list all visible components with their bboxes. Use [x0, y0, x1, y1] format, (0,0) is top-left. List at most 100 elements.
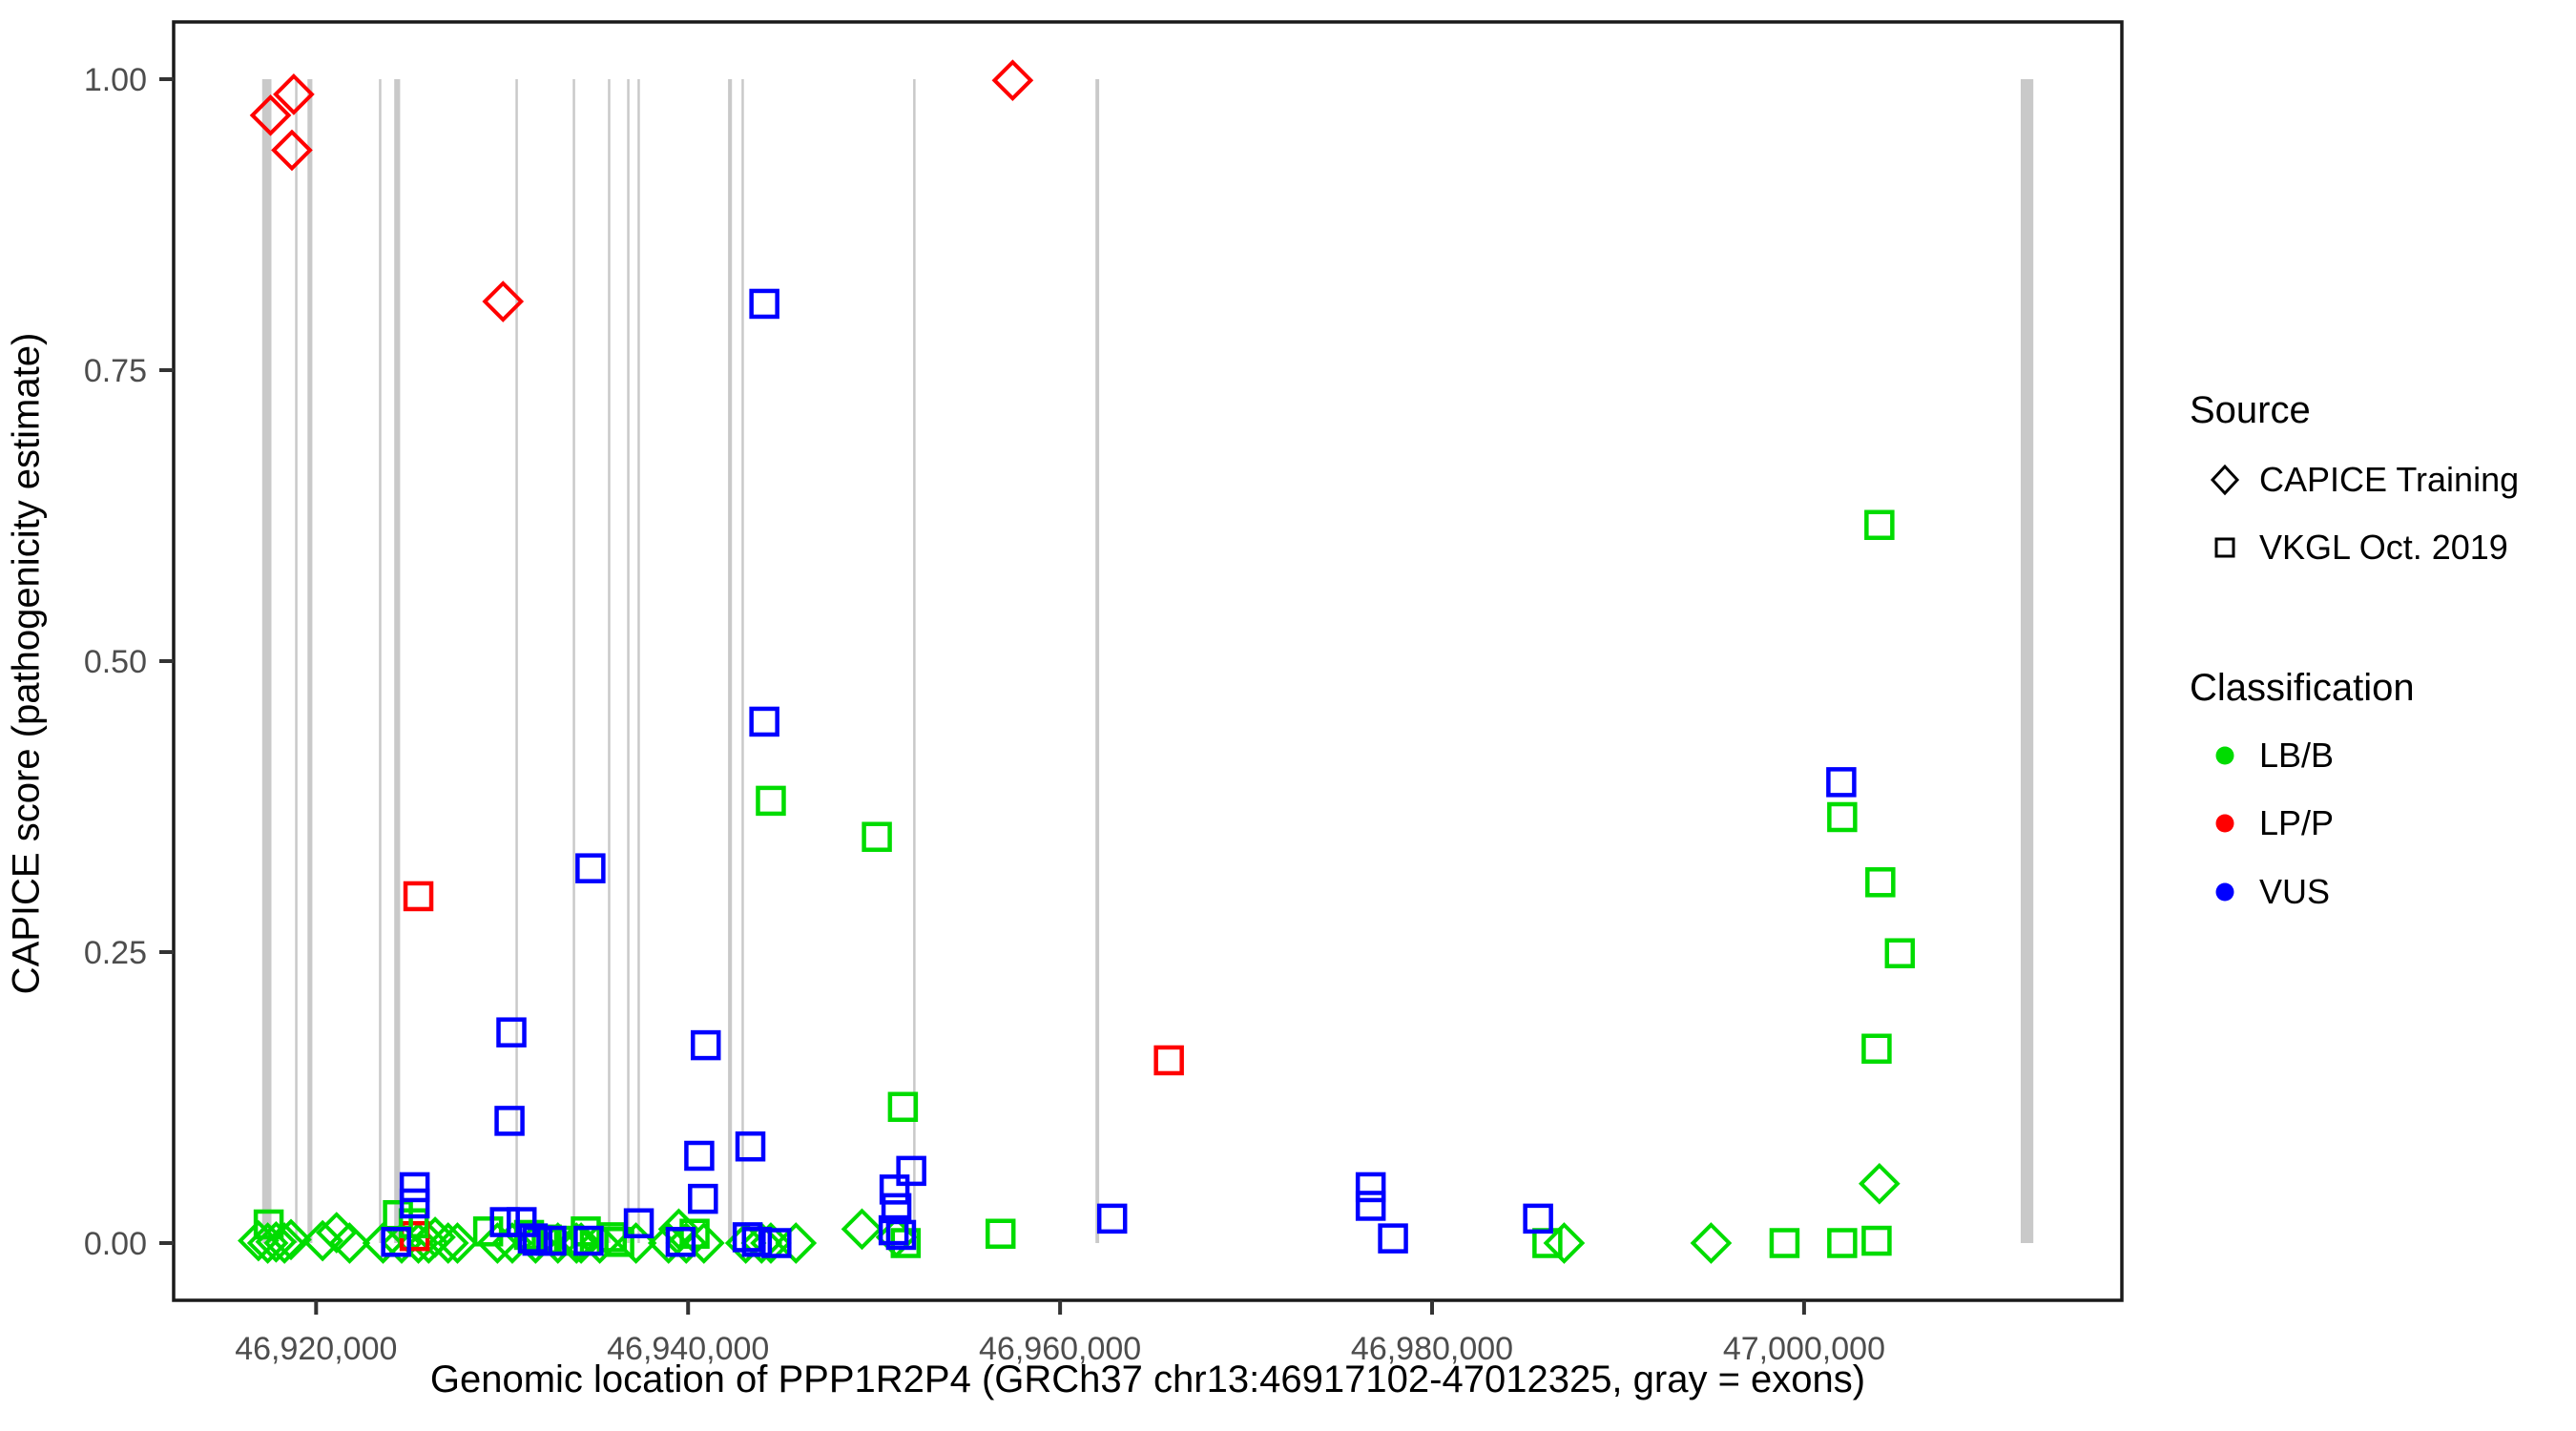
data-point-square [489, 1207, 520, 1237]
data-point-square [1827, 1228, 1858, 1258]
data-point-square [688, 1183, 718, 1214]
data-point-square [1355, 1172, 1386, 1203]
data-point-square [985, 1218, 1016, 1249]
data-point-diamond [740, 1222, 783, 1264]
red-dot-icon [2204, 802, 2246, 844]
data-point-square [536, 1225, 567, 1256]
exon-bar [394, 79, 401, 1243]
legend-item-label: VUS [2259, 872, 2331, 911]
y-tick-label: 0.25 [84, 935, 147, 971]
data-point-square [749, 288, 779, 320]
legend-item-lbb: LB/B [2204, 735, 2334, 777]
blue-dot-icon [2204, 871, 2246, 913]
data-point-square [885, 1219, 917, 1251]
data-point-diamond [273, 73, 315, 115]
data-point-square [1827, 801, 1858, 833]
x-axis-title: Genomic location of PPP1R2P4 (GRCh37 chr… [429, 1358, 1866, 1400]
exon-bar [2021, 79, 2034, 1243]
y-axis-title: CAPICE score (pathogenicity estimate) [5, 332, 48, 995]
exon-bar [295, 79, 298, 1243]
data-point-square [879, 1174, 910, 1205]
data-point-square [749, 706, 779, 737]
x-tick-label: 46,920,000 [235, 1331, 397, 1367]
data-point-square [684, 1140, 715, 1172]
exon-bar [608, 79, 611, 1243]
data-point-diamond [328, 1222, 371, 1264]
data-point-square [399, 1188, 430, 1219]
data-point-diamond [249, 93, 292, 136]
data-point-square [741, 1227, 773, 1257]
data-point-diamond [578, 1222, 621, 1264]
legend-item-lpp: LP/P [2204, 802, 2334, 844]
exon-bar [1095, 79, 1100, 1243]
data-point-diamond [301, 1219, 343, 1262]
legend-source-title: Source [2190, 389, 2311, 431]
data-point-square [472, 1216, 504, 1247]
data-point-square [896, 1155, 926, 1187]
data-point-square [494, 1106, 525, 1136]
exon-bar [379, 79, 382, 1243]
green-dot-icon [2204, 735, 2246, 777]
x-tick-label: 46,960,000 [979, 1331, 1141, 1367]
data-point-diamond [271, 129, 313, 172]
data-point-diamond [991, 59, 1034, 102]
data-point-square [1769, 1228, 1800, 1258]
data-point-square [1865, 867, 1896, 898]
data-point-diamond [665, 1222, 708, 1264]
data-point-square [878, 1214, 909, 1246]
data-point-diamond [560, 1222, 602, 1264]
data-point-square [887, 1091, 919, 1123]
data-point-square [1864, 509, 1895, 541]
data-point-square [399, 1172, 430, 1203]
data-point-square [1826, 767, 1857, 798]
data-point-square [517, 1223, 549, 1254]
data-point-square [862, 821, 892, 852]
data-point-diamond [414, 1216, 456, 1258]
data-point-square [735, 1130, 766, 1162]
data-point-square [1861, 1033, 1892, 1065]
exon-bar [261, 79, 272, 1243]
y-tick-label: 0.75 [84, 353, 147, 389]
data-point-square [732, 1222, 763, 1253]
x-tick-label: 46,940,000 [607, 1331, 769, 1367]
data-point-square [756, 785, 786, 817]
legend-classification-title: Classification [2190, 667, 2415, 709]
data-point-square [253, 1209, 284, 1240]
data-point-square [496, 1017, 527, 1047]
panel-border [172, 20, 2124, 1302]
data-point-diamond [775, 1222, 818, 1264]
data-point-diamond [362, 1222, 405, 1264]
data-point-square [690, 1029, 721, 1061]
legend-item-label: LP/P [2259, 803, 2335, 842]
data-point-square [604, 1227, 634, 1257]
legend-item-capice-training: CAPICE Training [2204, 459, 2519, 501]
data-point-square [553, 1225, 585, 1256]
data-point-diamond [1859, 1162, 1901, 1205]
legend-item-vkgl: VKGL Oct. 2019 [2204, 527, 2508, 569]
legend-item-label: CAPICE Training [2259, 460, 2520, 499]
exon-bar [627, 79, 630, 1243]
legend-item-label: VKGL Oct. 2019 [2259, 528, 2508, 567]
exon-bar [572, 79, 575, 1243]
data-point-square [381, 1227, 411, 1257]
data-point-diamond [238, 1219, 280, 1262]
data-point-square [1096, 1203, 1128, 1234]
data-point-diamond [1690, 1222, 1733, 1264]
data-point-square [403, 881, 434, 912]
diamond-icon [2204, 459, 2246, 501]
legend-item-label: LB/B [2259, 736, 2335, 775]
data-point-diamond [436, 1222, 479, 1264]
exon-bar [913, 79, 916, 1243]
data-point-square [575, 853, 606, 883]
exon-bar [637, 79, 640, 1243]
data-point-diamond [841, 1208, 883, 1251]
data-point-diamond [270, 1218, 312, 1261]
data-point-square [665, 1227, 696, 1257]
x-tick-label: 46,980,000 [1351, 1331, 1513, 1367]
data-point-square [1153, 1045, 1184, 1076]
exon-bar [515, 79, 518, 1243]
data-point-square [398, 1208, 429, 1239]
data-point-square [1861, 1225, 1892, 1256]
